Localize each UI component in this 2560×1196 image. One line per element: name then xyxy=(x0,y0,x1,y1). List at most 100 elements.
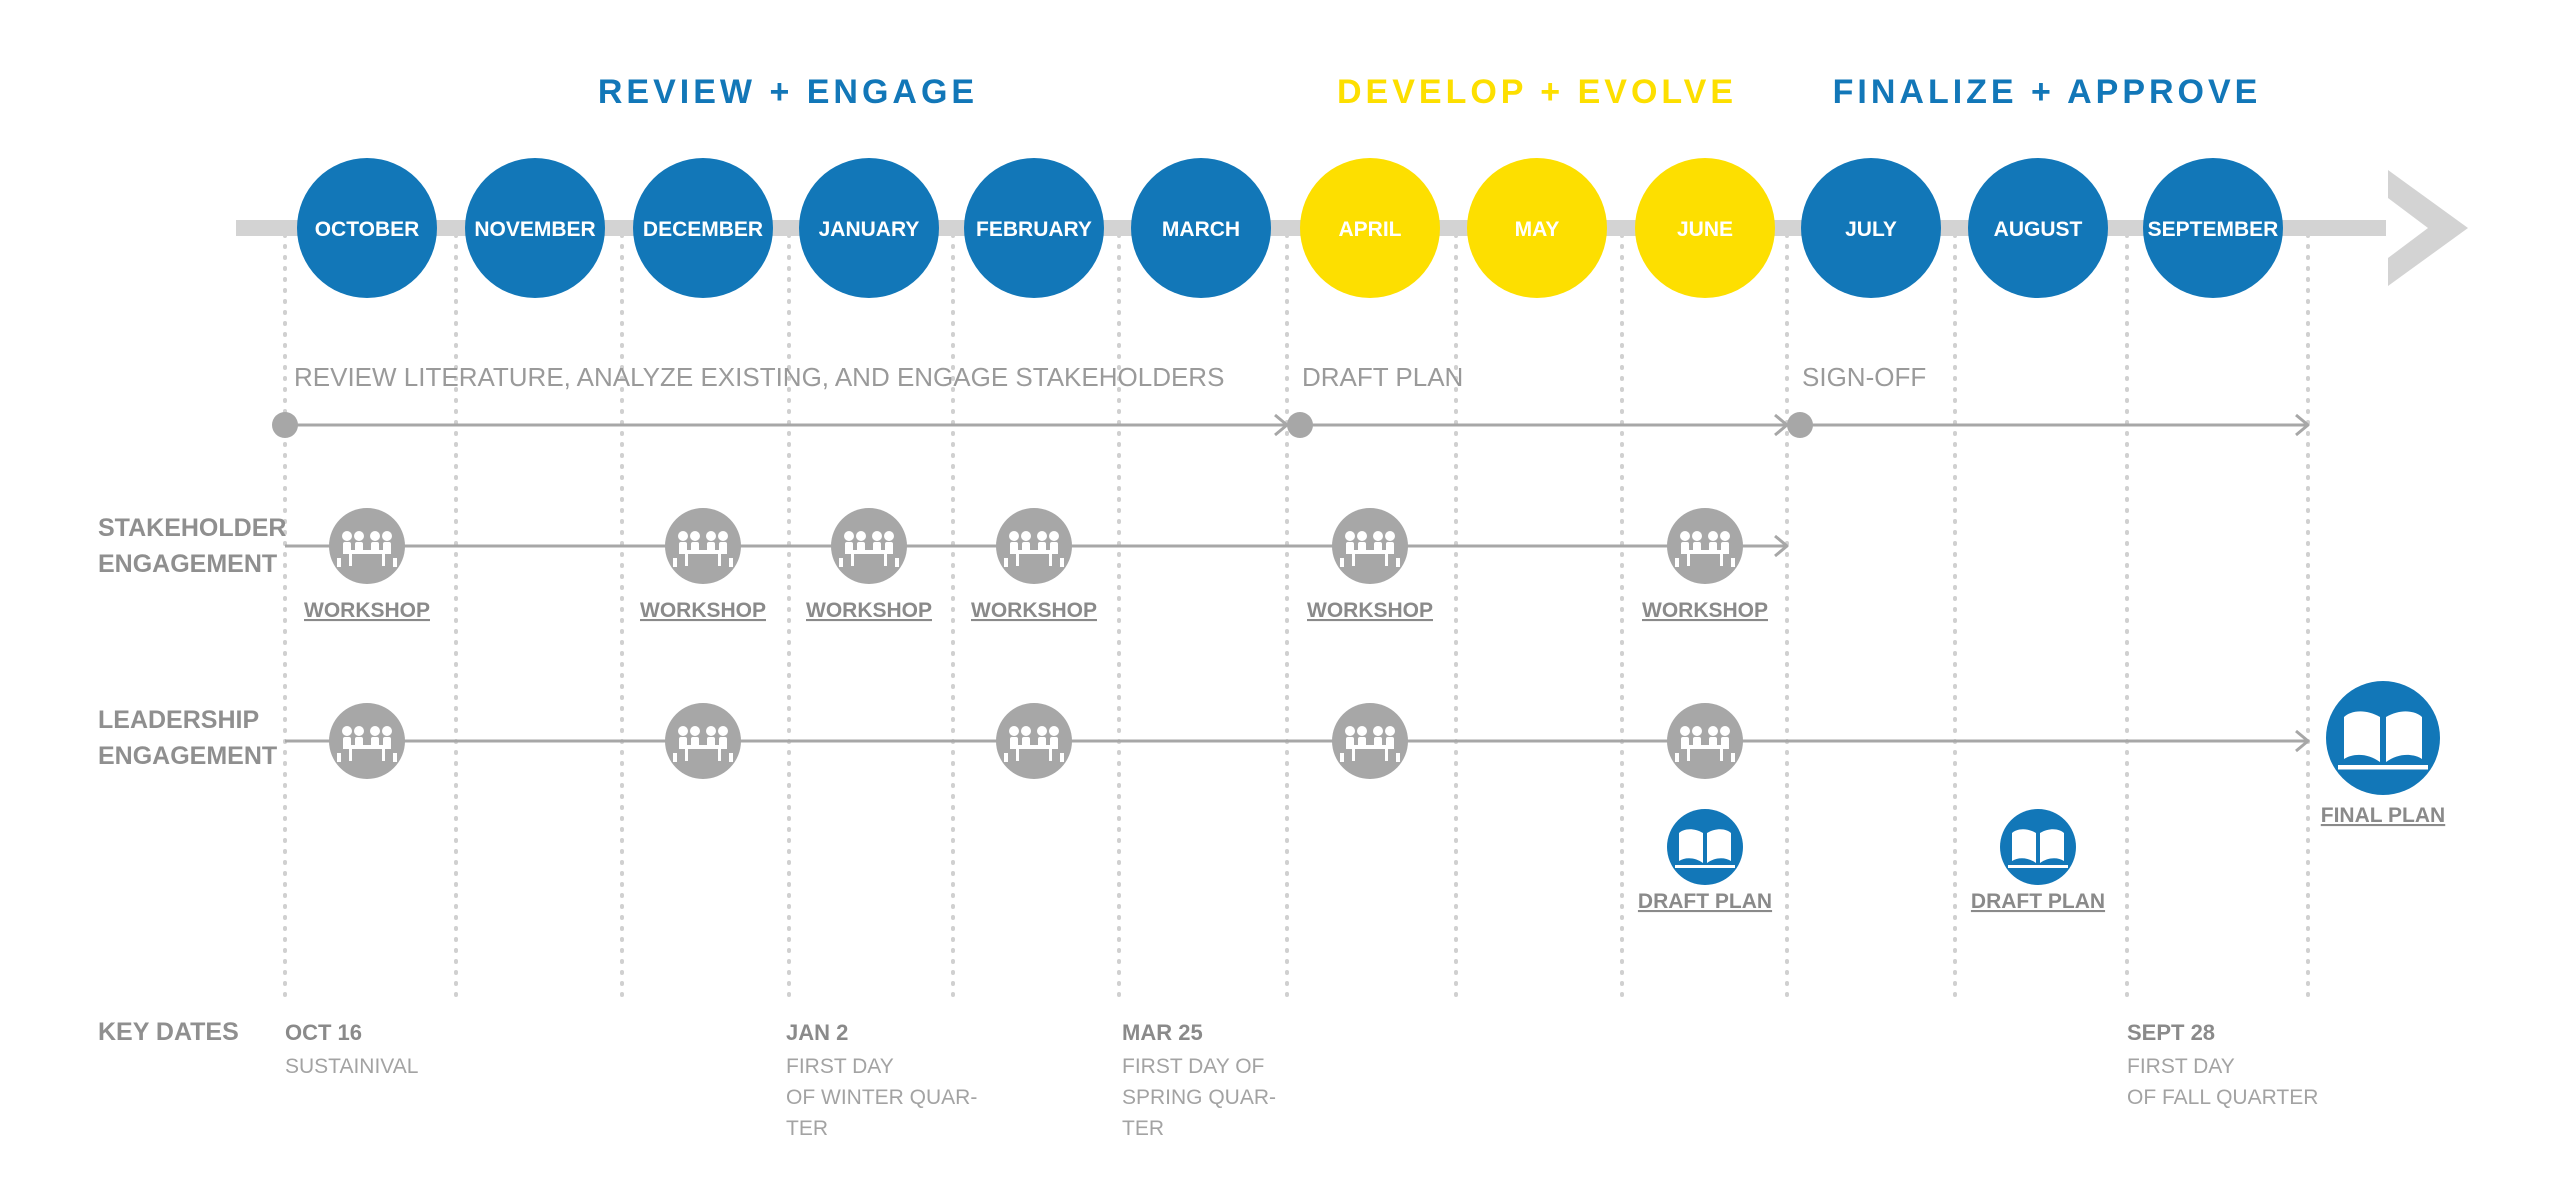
book-page-left xyxy=(2012,829,2036,863)
book-base xyxy=(2008,865,2068,868)
month-august: AUGUST xyxy=(1968,158,2108,298)
chair-leg xyxy=(393,753,397,762)
meeting-table-icon xyxy=(996,703,1072,779)
timeline-arrowhead xyxy=(2388,170,2468,286)
person-head xyxy=(706,531,716,541)
plan-label: DRAFT PLAN xyxy=(1971,890,2105,913)
person-head xyxy=(370,726,380,736)
month-july: JULY xyxy=(1801,158,1941,298)
table-top xyxy=(679,550,727,554)
icon-bg xyxy=(665,703,741,779)
table-leg xyxy=(1720,554,1723,566)
month-december: DECEMBER xyxy=(633,158,773,298)
person-head xyxy=(1009,726,1019,736)
book-page-left xyxy=(2344,711,2380,762)
workshop-label: WORKSHOP xyxy=(640,599,766,622)
person-head xyxy=(354,726,364,736)
table-leg xyxy=(349,749,352,761)
workshop-label: WORKSHOP xyxy=(1307,599,1433,622)
month-january: JANUARY xyxy=(799,158,939,298)
chair-leg xyxy=(1396,753,1400,762)
month-label: AUGUST xyxy=(1994,218,2083,241)
final-plan: FINAL PLAN xyxy=(2321,681,2445,827)
month-label: MARCH xyxy=(1162,218,1240,241)
month-gridlines xyxy=(283,233,2310,1007)
key-date: JAN 2 FIRST DAY OF WINTER QUAR- TER xyxy=(786,1020,977,1140)
leadership-row-label: LEADERSHIP ENGAGEMENT xyxy=(98,706,277,770)
month-label: SEPTEMBER xyxy=(2148,218,2279,241)
meeting-table-icon xyxy=(329,508,405,584)
track-label: DRAFT PLAN xyxy=(1302,362,1463,392)
table-top xyxy=(343,550,391,554)
month-may: MAY xyxy=(1467,158,1607,298)
table-top xyxy=(1346,550,1394,554)
workshop-label: WORKSHOP xyxy=(1642,599,1768,622)
table-leg xyxy=(1049,554,1052,566)
draft-plan: DRAFT PLAN xyxy=(1638,809,1772,913)
workshop-event: WORKSHOP xyxy=(1307,508,1433,622)
meeting-table-icon xyxy=(1332,703,1408,779)
month-june: JUNE xyxy=(1635,158,1775,298)
chair-leg xyxy=(337,558,341,567)
table-top xyxy=(343,745,391,749)
table-leg xyxy=(382,749,385,761)
table-leg xyxy=(884,554,887,566)
person-head xyxy=(1037,531,1047,541)
month-february: FEBRUARY xyxy=(964,158,1104,298)
table-leg xyxy=(1687,554,1690,566)
book-page-right xyxy=(2386,711,2422,762)
meeting-table-icon xyxy=(831,508,907,584)
month-circle xyxy=(2143,158,2283,298)
month-label: OCTOBER xyxy=(315,218,420,241)
table-leg xyxy=(685,749,688,761)
key-date-title: MAR 25 xyxy=(1122,1020,1203,1045)
meeting-table-icon xyxy=(329,703,405,779)
person-head xyxy=(690,531,700,541)
month-circle xyxy=(1131,158,1271,298)
phase-title: FINALIZE + APPROVE xyxy=(1833,73,2262,111)
workshop-event: WORKSHOP xyxy=(640,508,766,622)
table-top xyxy=(1681,745,1729,749)
chair-leg xyxy=(1731,558,1735,567)
workshop-label: WORKSHOP xyxy=(304,599,430,622)
month-circle xyxy=(465,158,605,298)
open-book-icon xyxy=(2326,681,2440,795)
workshop-label: WORKSHOP xyxy=(806,599,932,622)
table-leg xyxy=(685,554,688,566)
book-page-left xyxy=(1679,829,1703,863)
table-top xyxy=(1681,550,1729,554)
person-head xyxy=(342,726,352,736)
table-leg xyxy=(1385,554,1388,566)
meeting-table-icon xyxy=(1667,703,1743,779)
table-leg xyxy=(1016,554,1019,566)
workshop-label: WORKSHOP xyxy=(971,599,1097,622)
person-head xyxy=(382,726,392,736)
table-leg xyxy=(1687,749,1690,761)
person-head xyxy=(678,726,688,736)
chair-leg xyxy=(895,558,899,567)
month-march: MARCH xyxy=(1131,158,1271,298)
person-head xyxy=(1345,531,1355,541)
row-label-line: ENGAGEMENT xyxy=(98,550,277,578)
icon-bg xyxy=(2326,681,2440,795)
month-november: NOVEMBER xyxy=(465,158,605,298)
book-base xyxy=(1675,865,1735,868)
row-label-line: ENGAGEMENT xyxy=(98,742,277,770)
stakeholder-row-label: STAKEHOLDER ENGAGEMENT xyxy=(98,514,286,578)
table-leg xyxy=(1352,749,1355,761)
table-top xyxy=(845,550,893,554)
chair-leg xyxy=(1731,753,1735,762)
table-leg xyxy=(1049,749,1052,761)
key-date-line: OF FALL QUARTER xyxy=(2127,1086,2318,1109)
chair-leg xyxy=(1004,558,1008,567)
table-leg xyxy=(1016,749,1019,761)
icon-bg xyxy=(996,703,1072,779)
workshop-event: WORKSHOP xyxy=(971,508,1097,622)
icon-bg xyxy=(1667,508,1743,584)
icon-bg xyxy=(996,508,1072,584)
person-head xyxy=(678,531,688,541)
month-september: SEPTEMBER xyxy=(2143,158,2283,298)
table-top xyxy=(1010,745,1058,749)
month-label: APRIL xyxy=(1339,218,1402,241)
person-head xyxy=(1049,726,1059,736)
